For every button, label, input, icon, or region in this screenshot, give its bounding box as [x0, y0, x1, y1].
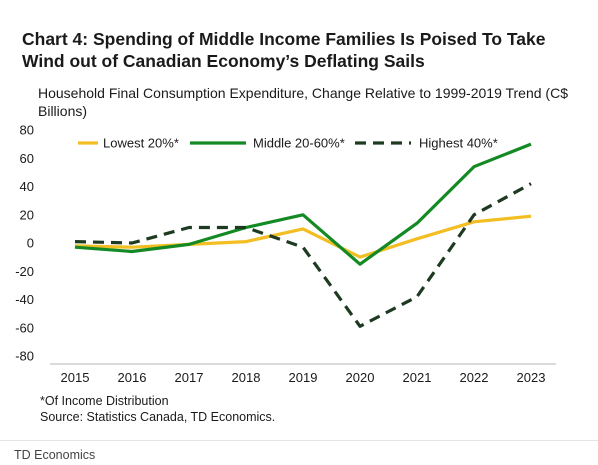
y-tick-label: 20 [20, 207, 34, 222]
footer-label: TD Economics [14, 448, 96, 462]
chart-notes: *Of Income Distribution Source: Statisti… [40, 393, 560, 425]
x-axis: 2015 2016 2017 2018 2019 2020 2021 2022 2023 [50, 363, 556, 385]
x-tick-label: 2020 [346, 370, 375, 385]
y-axis: 80 60 40 20 0 -20 -40 -60 -80 [15, 123, 34, 364]
plot-area [74, 142, 532, 328]
legend-label: Lowest 20%* [103, 136, 179, 151]
chart-card: Chart 4: Spending of Middle Income Famil… [15, 29, 568, 425]
legend: Lowest 20%* Middle 20-60%* Highest 40%* [78, 136, 498, 151]
x-tick-label: 2016 [118, 370, 147, 385]
legend-label: Highest 40%* [419, 136, 498, 151]
series-line-3 [74, 182, 532, 328]
x-tick-label: 2015 [61, 370, 90, 385]
line-chart: Lowest 20%* Middle 20-60%* Highest 40%* 80… [15, 123, 556, 385]
x-tick-label: 2017 [175, 370, 204, 385]
x-tick-label: 2019 [289, 370, 318, 385]
y-tick-label: 80 [20, 123, 34, 138]
y-tick-label: -20 [15, 264, 34, 279]
series-line-2 [74, 142, 532, 266]
footnote: *Of Income Distribution [40, 394, 169, 408]
y-tick-label: -40 [15, 292, 34, 307]
x-tick-label: 2021 [403, 370, 432, 385]
y-tick-label: 0 [27, 236, 34, 251]
chart-subtitle: Household Final Consumption Expenditure,… [38, 85, 568, 119]
series-line-1 [74, 214, 532, 259]
y-tick-label: -60 [15, 320, 34, 335]
chart-title: Chart 4: Spending of Middle Income Famil… [22, 29, 546, 71]
x-tick-label: 2023 [517, 370, 546, 385]
x-tick-label: 2018 [232, 370, 261, 385]
y-tick-label: 40 [20, 179, 34, 194]
legend-label: Middle 20-60%* [253, 136, 345, 151]
y-tick-label: -80 [15, 349, 34, 364]
footer-divider [0, 440, 598, 441]
source-note: Source: Statistics Canada, TD Economics. [40, 410, 276, 424]
y-tick-label: 60 [20, 151, 34, 166]
x-tick-label: 2022 [460, 370, 489, 385]
